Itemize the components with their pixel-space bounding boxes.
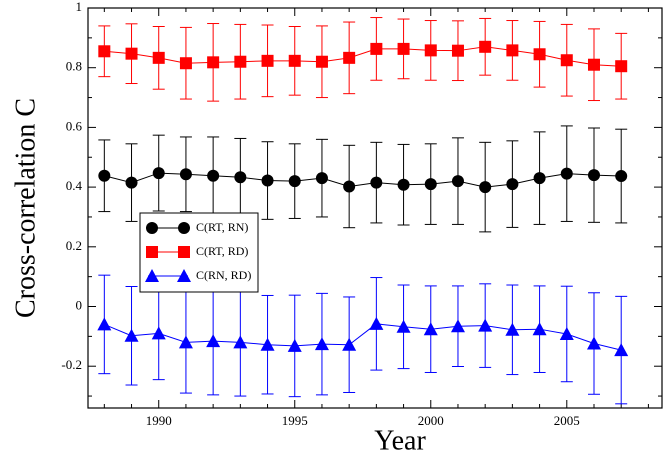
marker [261,174,274,187]
marker [451,175,464,188]
y-tick-label: 0.6 [66,118,83,133]
marker [369,316,384,330]
marker [342,337,357,351]
marker [315,172,328,185]
marker [532,322,547,336]
marker [478,318,493,332]
marker [152,51,165,64]
marker [615,170,628,183]
y-tick-label: 0.4 [66,178,83,193]
marker [179,57,192,70]
marker [506,44,519,57]
marker [288,54,301,67]
x-tick-label: 2005 [554,413,580,428]
legend-label: C(RT, RD) [196,244,248,258]
marker [207,169,220,182]
legend-marker [146,222,158,234]
legend-label: C(RN, RD) [196,268,251,282]
marker [234,171,247,184]
marker [479,181,492,194]
y-tick-label: 0 [76,297,83,312]
marker [261,54,274,67]
marker [179,168,192,181]
legend-marker [178,246,190,258]
y-tick-label: -0.2 [61,357,82,372]
series-line [104,323,622,351]
marker [370,42,383,55]
marker [424,178,437,191]
marker [343,180,356,193]
marker [614,343,629,357]
marker [206,334,221,348]
marker [397,178,410,191]
marker [396,319,411,333]
marker [533,172,546,185]
marker [151,326,166,340]
marker [397,42,410,55]
marker [97,317,112,331]
legend-marker [146,246,158,258]
marker [559,326,574,340]
marker [98,169,111,182]
marker [450,319,465,333]
marker [560,54,573,67]
plot-frame [87,7,663,409]
marker [479,40,492,53]
y-axis-label: Cross-correlation C [10,98,41,318]
legend-marker [178,222,190,234]
marker [98,45,111,58]
x-tick-label: 2000 [418,413,444,428]
x-tick-label: 1995 [282,413,308,428]
marker [315,55,328,68]
marker [423,322,438,336]
marker [124,328,139,342]
legend-marker [177,269,191,282]
y-tick-label: 1 [76,0,83,14]
marker [288,175,301,188]
marker [505,322,520,336]
marker [233,335,248,349]
legend-marker [145,269,159,282]
marker [343,51,356,64]
marker [314,337,329,351]
marker [587,169,600,182]
marker [152,167,165,180]
marker [615,60,628,73]
marker [260,337,275,351]
marker [560,167,573,180]
marker [125,176,138,189]
marker [125,47,138,60]
marker [451,44,464,57]
legend-label: C(RT, RN) [196,220,248,234]
marker [587,58,600,71]
x-axis-label: Year [374,425,426,456]
marker [506,178,519,191]
marker [178,335,193,349]
marker [370,176,383,189]
marker [287,338,302,352]
marker [207,56,220,69]
y-tick-label: 0.2 [66,238,82,253]
x-tick-label: 1990 [146,413,172,428]
marker [424,44,437,57]
marker [234,55,247,68]
marker [533,48,546,61]
y-tick-label: 0.8 [66,59,82,74]
marker [586,336,601,350]
